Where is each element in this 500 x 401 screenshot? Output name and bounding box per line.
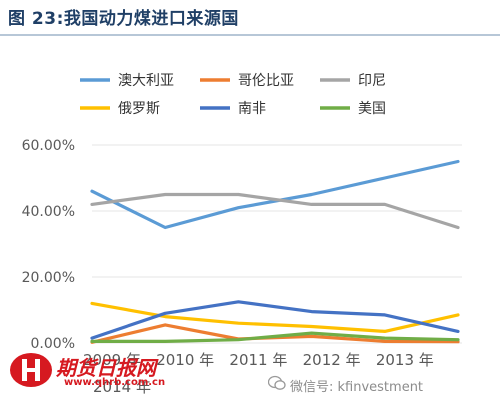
x-tick-label: 2012 年	[303, 351, 361, 369]
legend-label: 印尼	[358, 73, 386, 89]
x-axis-ticks: 2009 年 2010 年 2011 年 2012 年 2013 年 2014 年	[83, 351, 434, 396]
x-tick-label: 2011 年	[229, 351, 287, 369]
figure-title: 图 23:我国动力煤进口来源国	[8, 9, 239, 29]
watermark-url: www.qhrb.com.cn	[64, 377, 166, 388]
y-tick-label: 20.00%	[22, 270, 75, 286]
wechat-icon	[268, 375, 286, 390]
qhrb-logo-icon	[10, 353, 52, 387]
series-line-0	[90, 159, 460, 230]
y-tick-label: 40.00%	[22, 204, 75, 220]
series-line-3	[90, 301, 460, 333]
legend-label: 美国	[358, 101, 386, 117]
y-tick-label: 0.00%	[31, 336, 75, 352]
x-tick-label: 2010 年	[156, 351, 214, 369]
y-tick-label: 60.00%	[22, 138, 75, 154]
y-axis-ticks: 0.00% 20.00% 40.00% 60.00%	[22, 138, 75, 352]
series-line-2	[90, 192, 460, 230]
wechat-id: 微信号: kfinvestment	[290, 380, 424, 395]
x-tick-label: 2009 年	[83, 351, 141, 369]
series-line-5	[90, 331, 460, 343]
series-lines	[90, 159, 460, 344]
legend-label: 俄罗斯	[118, 101, 160, 117]
series-line-4	[90, 300, 460, 340]
x-tick-label: 2014 年	[93, 378, 151, 396]
x-tick-label: 2013 年	[376, 351, 434, 369]
legend-label: 南非	[238, 101, 266, 117]
legend-label: 澳大利亚	[118, 73, 174, 89]
title-divider	[0, 34, 500, 36]
legend-label: 哥伦比亚	[238, 73, 294, 89]
watermark-name: 期货日报网	[56, 356, 156, 380]
